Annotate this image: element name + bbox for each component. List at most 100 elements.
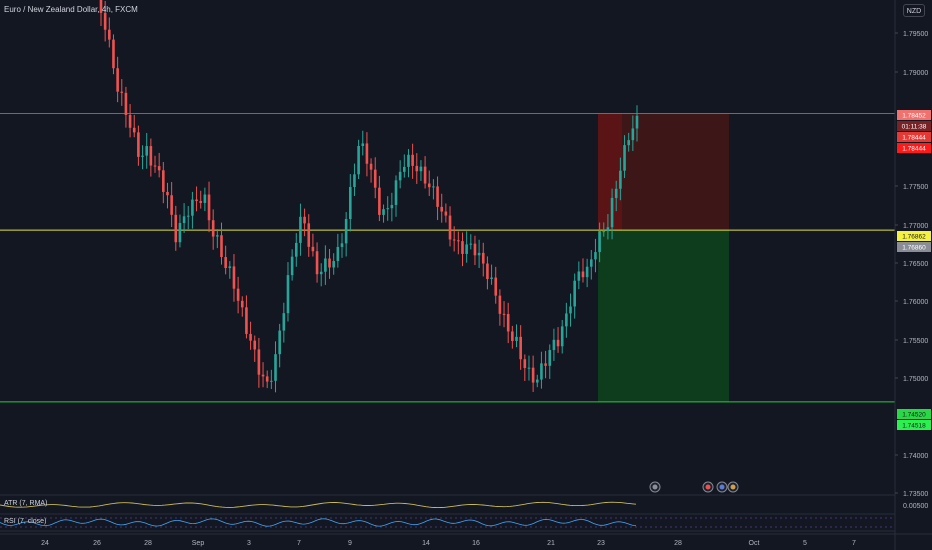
candle	[394, 175, 398, 217]
candle	[340, 233, 344, 258]
candle	[324, 245, 327, 285]
time-tick-label: 9	[348, 540, 352, 547]
candle-body	[490, 277, 493, 280]
price-label-text: 1.78444	[902, 135, 926, 142]
candle-body	[153, 165, 157, 167]
candle	[598, 222, 601, 263]
candle-body	[448, 215, 452, 240]
candle	[540, 351, 543, 389]
candle-body	[220, 235, 223, 258]
candle-body	[544, 363, 547, 366]
candle	[531, 355, 535, 392]
candle	[149, 138, 153, 177]
candle	[548, 344, 552, 379]
candle	[523, 354, 527, 382]
atr-value: 0.00500	[903, 503, 928, 510]
candle-body	[378, 187, 381, 215]
candle	[336, 233, 340, 268]
candle-body	[602, 231, 606, 233]
candle	[436, 176, 439, 221]
candle	[614, 180, 618, 212]
price-label-text: 1.74520	[902, 412, 926, 419]
candle-body	[174, 214, 178, 243]
event-markers[interactable]	[649, 481, 739, 493]
candle	[191, 191, 194, 229]
price-label-text: 1.74518	[902, 423, 926, 430]
candle	[211, 209, 215, 250]
currency-badge[interactable]: NZD	[903, 4, 925, 17]
time-tick-label: 23	[597, 540, 605, 547]
event-marker[interactable]	[649, 481, 661, 493]
candle	[186, 206, 190, 230]
candle	[249, 321, 252, 350]
candle	[552, 328, 556, 361]
candle-body	[278, 330, 281, 355]
candle-body	[419, 166, 423, 172]
candle-body	[373, 169, 377, 188]
candle	[128, 104, 132, 138]
time-tick-label: 28	[674, 540, 682, 547]
candle	[166, 182, 169, 209]
candle	[261, 362, 265, 388]
candle-body	[145, 146, 149, 156]
rsi-line	[0, 518, 637, 527]
symbol-title[interactable]: Euro / New Zealand Dollar, 4h, FXCM	[4, 5, 138, 14]
price-tick-label: 1.75500	[903, 338, 928, 345]
time-tick-label: Sep	[192, 540, 205, 547]
candle	[224, 245, 227, 275]
candle-body	[515, 336, 518, 341]
candle-body	[627, 140, 630, 146]
candle-body	[178, 222, 182, 243]
event-marker[interactable]	[727, 481, 739, 493]
candle	[349, 174, 352, 232]
candle-body	[311, 246, 315, 252]
price-label-background	[897, 132, 931, 142]
candle-body	[473, 243, 477, 256]
price-label-background	[897, 409, 931, 419]
candle	[589, 249, 593, 280]
candle	[585, 258, 589, 288]
candle-body	[498, 295, 502, 314]
candle-body	[598, 231, 601, 253]
target-zone[interactable]	[598, 230, 729, 402]
candle-body	[240, 300, 244, 308]
candle	[99, 0, 103, 27]
candle-body	[565, 313, 568, 327]
candle-body	[336, 246, 340, 262]
candle	[556, 327, 560, 353]
candle	[594, 238, 597, 273]
ask-price-label: 1.78444	[897, 132, 931, 142]
candle	[427, 170, 431, 196]
candle	[373, 157, 377, 199]
time-tick-label: 3	[247, 540, 251, 547]
event-marker[interactable]	[702, 481, 714, 493]
candle-body	[440, 206, 444, 212]
candle	[535, 374, 539, 388]
price-tick-label: 1.79000	[903, 70, 928, 77]
candle-body	[137, 132, 140, 157]
candle-body	[548, 350, 552, 366]
atr-label[interactable]: ATR (7, RMA)	[4, 500, 48, 507]
event-flag-icon	[705, 484, 711, 490]
candle-body	[103, 12, 107, 30]
candle-body	[286, 275, 290, 314]
candle	[511, 325, 514, 349]
candle	[112, 34, 115, 75]
position-box[interactable]	[598, 113, 729, 402]
candle	[103, 0, 107, 42]
candle	[303, 208, 306, 237]
price-label-text: 1.78444	[902, 146, 926, 153]
candle-body	[353, 174, 356, 187]
candle	[573, 273, 576, 319]
rsi-label[interactable]: RSI (7, close)	[4, 518, 47, 525]
candle-body	[506, 314, 510, 332]
candle-body	[108, 29, 111, 40]
horizontal-lines[interactable]	[0, 113, 895, 403]
candle-body	[589, 259, 593, 267]
candle-body	[228, 266, 232, 269]
candle	[265, 370, 269, 389]
event-marker[interactable]	[716, 481, 728, 493]
